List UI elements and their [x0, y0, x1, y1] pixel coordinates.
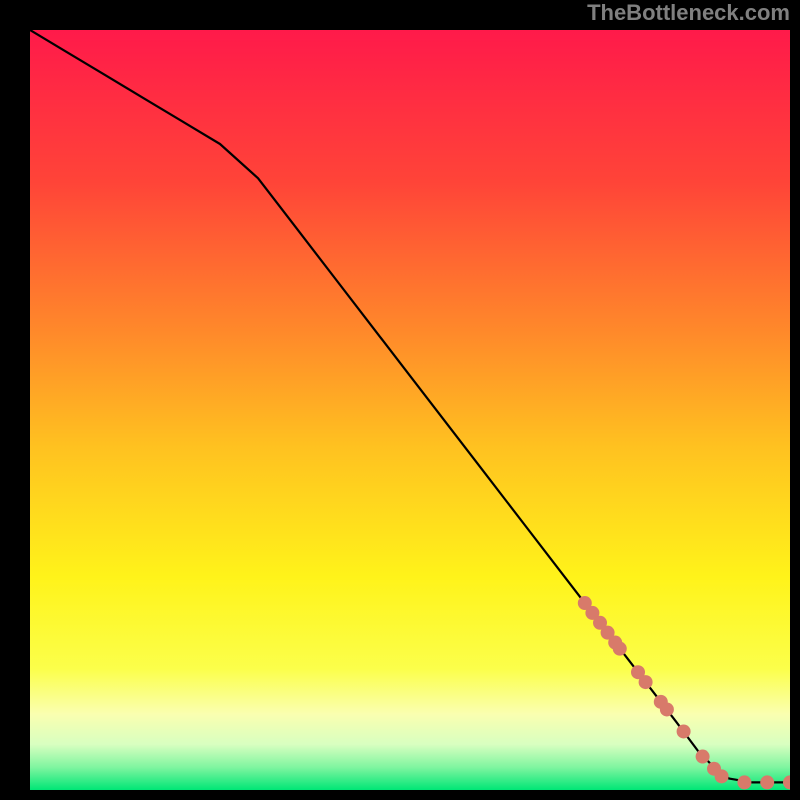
data-marker: [613, 642, 627, 656]
plot-svg: [30, 30, 790, 790]
data-marker: [639, 675, 653, 689]
data-marker: [737, 775, 751, 789]
chart-container: TheBottleneck.com: [0, 0, 800, 800]
watermark-text: TheBottleneck.com: [587, 0, 790, 26]
gradient-background: [30, 30, 790, 790]
data-marker: [660, 702, 674, 716]
plot-area: [30, 30, 790, 790]
data-marker: [760, 775, 774, 789]
data-marker: [677, 724, 691, 738]
data-marker: [696, 750, 710, 764]
data-marker: [715, 769, 729, 783]
